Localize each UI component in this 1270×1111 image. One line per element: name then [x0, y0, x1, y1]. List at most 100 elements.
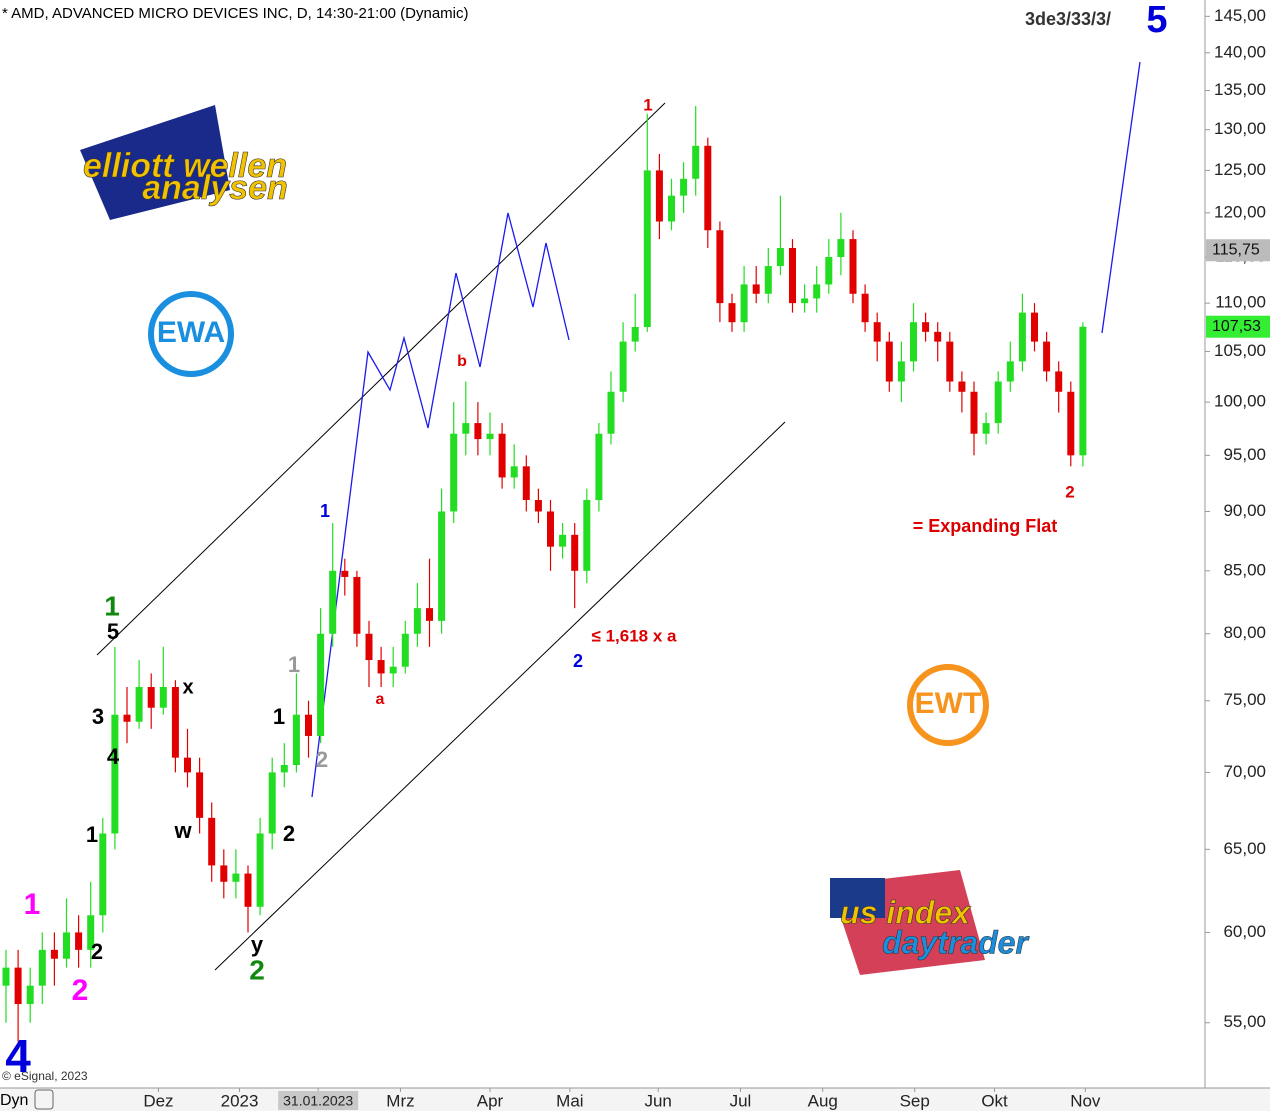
logo-text: EWT — [915, 687, 982, 720]
candle-body — [510, 466, 518, 478]
wave-label: 1 — [24, 888, 41, 921]
candle-body — [50, 949, 58, 959]
candle-body — [389, 666, 397, 674]
candle-body — [377, 660, 385, 674]
chart-title: * AMD, ADVANCED MICRO DEVICES INC, D, 14… — [2, 5, 469, 22]
wave-label: ≤ 1,618 x a — [592, 626, 677, 645]
candle-body — [26, 985, 34, 1005]
candle-body — [583, 500, 591, 571]
candle-body — [740, 284, 748, 323]
y-tick-label: 130,00 — [1214, 119, 1266, 138]
candle-body — [655, 170, 663, 222]
candle-body — [764, 266, 772, 294]
candle-body — [111, 714, 119, 834]
candle-body — [958, 381, 966, 392]
wave-label: 2 — [573, 651, 583, 671]
wave-label: 3 — [92, 704, 104, 729]
candle-body — [801, 298, 809, 304]
candle-body — [474, 423, 482, 440]
wave-label: 2 — [1065, 482, 1074, 501]
candle-body — [571, 534, 579, 571]
candle-body — [159, 687, 167, 708]
candle-body — [728, 303, 736, 323]
candle-body — [668, 195, 675, 222]
candle-body — [75, 932, 83, 950]
candle-body — [861, 293, 869, 323]
y-tick-label: 135,00 — [1214, 80, 1266, 99]
price-marker-label: 115,75 — [1212, 241, 1260, 258]
channel-line — [214, 421, 786, 971]
candle-body — [595, 433, 603, 501]
candle-body — [329, 570, 337, 634]
wave-label: a — [376, 691, 385, 708]
projection-line — [311, 212, 570, 798]
candle-body — [776, 248, 784, 267]
wave-label: 2 — [72, 974, 89, 1007]
candle-body — [825, 256, 833, 285]
candle-body — [220, 865, 228, 882]
candle-body — [1079, 326, 1087, 456]
candle-body — [1043, 341, 1051, 372]
y-tick-label: 80,00 — [1223, 623, 1266, 642]
candle-body — [1006, 361, 1014, 382]
x-tick-label: Jun — [644, 1091, 671, 1110]
candle-body — [135, 687, 143, 722]
candle-body — [946, 341, 954, 382]
candle-body — [970, 391, 978, 434]
candle-body — [982, 423, 990, 434]
wave-label: y — [251, 932, 264, 957]
price-marker-label: 107,53 — [1212, 318, 1261, 335]
candle-body — [607, 391, 615, 434]
wave-label: 1 — [273, 704, 285, 729]
candle-body — [1067, 391, 1075, 456]
candle-body — [365, 633, 373, 661]
candle-body — [171, 687, 179, 758]
candle-body — [14, 967, 22, 1005]
candle-body — [631, 327, 639, 342]
wave-label: 2 — [91, 939, 103, 964]
candle-body — [498, 433, 506, 478]
candle-body — [837, 239, 845, 257]
wave-label: b — [457, 353, 467, 370]
channel-line — [96, 102, 666, 656]
logo-text: elliott wellen — [83, 147, 287, 185]
lock-icon[interactable] — [34, 1089, 54, 1110]
candle-body — [619, 341, 627, 392]
candle-body — [559, 534, 567, 547]
candle-body — [522, 466, 530, 501]
x-tick-label: Apr — [477, 1091, 504, 1110]
candle-body — [692, 145, 700, 179]
candle-body — [87, 915, 95, 950]
wave-label: w — [173, 818, 192, 843]
y-tick-label: 140,00 — [1214, 42, 1266, 61]
x-tick-label: Mrz — [386, 1091, 414, 1110]
candle-body — [256, 833, 264, 907]
candle-body — [462, 423, 470, 434]
y-tick-label: 90,00 — [1223, 501, 1266, 520]
y-tick-label: 125,00 — [1214, 160, 1266, 179]
candle-body — [196, 772, 204, 818]
candle-body — [716, 230, 724, 304]
candle-body — [934, 331, 942, 342]
candle-body — [63, 932, 70, 959]
candle-body — [813, 284, 821, 299]
y-tick-label: 75,00 — [1223, 690, 1266, 709]
x-tick-label: Sep — [900, 1091, 930, 1110]
x-tick-label: Aug — [808, 1091, 838, 1110]
logo-text: daytrader — [882, 924, 1029, 960]
copyright: © eSignal, 2023 — [2, 1069, 88, 1083]
candle-body — [873, 322, 881, 342]
candle-body — [547, 511, 554, 547]
candle-body — [147, 687, 155, 708]
candle-body — [752, 284, 760, 294]
wave-label: = Expanding Flat — [913, 516, 1058, 536]
logo-text: analysen — [142, 169, 288, 207]
x-tick-label: 31.01.2023 — [283, 1093, 353, 1109]
y-tick-label: 85,00 — [1223, 560, 1266, 579]
candle-body — [704, 145, 712, 231]
logo-text: EWA — [157, 316, 225, 349]
y-tick-label: 145,00 — [1214, 6, 1266, 25]
candle-body — [680, 178, 688, 196]
